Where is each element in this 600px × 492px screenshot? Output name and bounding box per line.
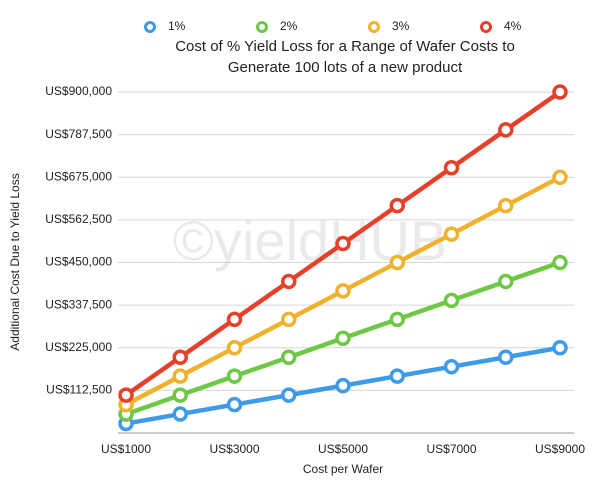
- data-point: [443, 292, 460, 309]
- data-point: [498, 273, 514, 290]
- data-point: [172, 406, 188, 422]
- legend-label: 3%: [392, 19, 410, 33]
- legend-label: 1%: [168, 19, 186, 33]
- data-point: [335, 377, 351, 394]
- data-point: [498, 349, 514, 365]
- data-point: [443, 160, 460, 176]
- legend-label: 2%: [280, 19, 298, 33]
- y-tick-label: US$562,500: [45, 212, 112, 226]
- data-point: [226, 396, 243, 413]
- data-point: [226, 340, 243, 356]
- data-point: [389, 197, 405, 214]
- data-point: [443, 358, 460, 375]
- data-point: [172, 387, 188, 403]
- data-point: [118, 387, 134, 403]
- legend-marker: [368, 21, 380, 33]
- y-tick-label: US$900,000: [45, 84, 112, 98]
- x-tick-label: US$1000: [101, 442, 151, 456]
- y-tick-label: US$337,500: [45, 297, 112, 311]
- data-point: [226, 368, 243, 384]
- x-tick-label: US$9000: [535, 442, 585, 456]
- legend-marker: [256, 21, 268, 33]
- data-point: [281, 311, 297, 328]
- data-point: [552, 254, 568, 271]
- legend-label: 4%: [504, 19, 522, 33]
- data-point: [335, 283, 351, 299]
- legend-marker: [480, 21, 492, 33]
- data-point: [389, 368, 405, 384]
- y-tick-label: US$675,000: [45, 169, 112, 183]
- y-tick-label: US$450,000: [45, 255, 112, 269]
- data-point: [389, 311, 405, 328]
- data-point: [552, 169, 568, 185]
- data-point: [443, 226, 460, 242]
- data-point: [552, 84, 568, 100]
- data-point: [389, 254, 405, 271]
- data-point: [498, 122, 514, 138]
- data-point: [335, 330, 351, 347]
- chart-title: Generate 100 lots of a new product: [228, 59, 463, 76]
- data-point: [172, 368, 188, 384]
- x-tick-label: US$3000: [209, 442, 259, 456]
- data-point: [498, 197, 514, 214]
- data-point: [552, 340, 568, 356]
- data-point: [281, 387, 297, 403]
- chart-title: Cost of % Yield Loss for a Range of Wafe…: [175, 38, 515, 55]
- y-axis-label: Additional Cost Due to Yield Loss: [8, 173, 22, 350]
- data-point: [226, 311, 243, 328]
- data-point: [281, 349, 297, 365]
- legend-marker: [144, 21, 156, 33]
- x-tick-label: US$7000: [426, 442, 476, 456]
- data-point: [281, 273, 297, 290]
- y-tick-label: US$225,000: [45, 340, 112, 354]
- y-tick-label: US$787,500: [45, 127, 112, 141]
- data-point: [335, 235, 351, 252]
- x-tick-label: US$5000: [318, 442, 368, 456]
- x-axis-label: Cost per Wafer: [303, 462, 383, 476]
- data-point: [172, 349, 188, 365]
- y-tick-label: US$112,500: [46, 383, 112, 397]
